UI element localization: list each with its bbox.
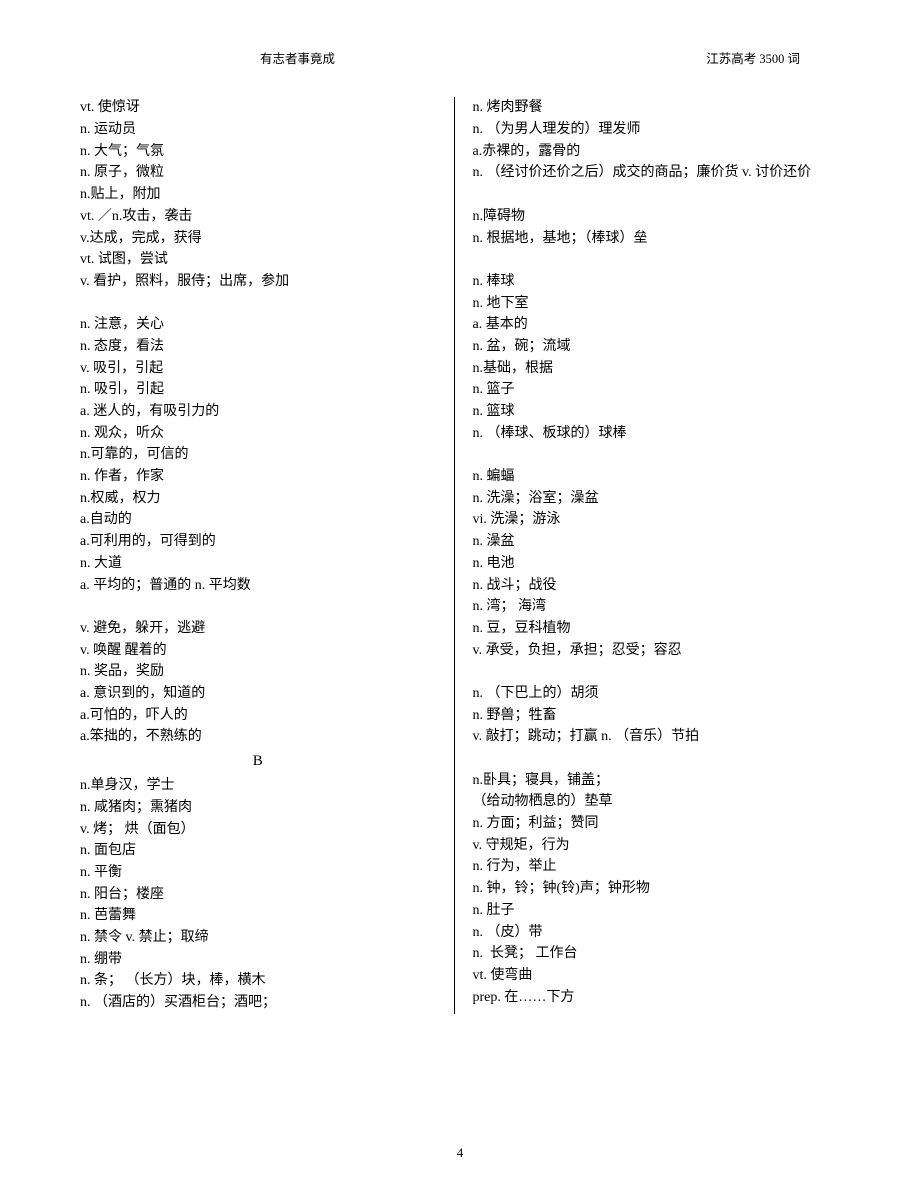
vocab-entry: v. 烤； 烘（面包） [80,819,436,841]
vocab-entry: n. 禁令 v. 禁止；取缔 [80,927,436,949]
vocab-entry: n. 方面；利益；赞同 [473,813,829,835]
vocab-entry: n. 蝙蝠 [473,466,829,488]
vocab-entry: a.自动的 [80,509,436,531]
page-header: 有志者事竟成 江苏高考 3500 词 [80,50,840,69]
vocab-entry: n. 绷带 [80,949,436,971]
vocab-entry: n. 观众，听众 [80,423,436,445]
vocab-entry: n.基础，根据 [473,358,829,380]
vocab-entry: n. 行为，举止 [473,856,829,878]
vocab-entry: a. 基本的 [473,314,829,336]
blank-line [473,748,829,770]
vocab-entry: n. 根据地，基地；（棒球）垒 [473,228,829,250]
vocab-entry: n. 吸引，引起 [80,379,436,401]
vocab-entry: n. 烤肉野餐 [473,97,829,119]
vocab-entry: v. 吸引，引起 [80,358,436,380]
vocab-entry: n. 态度，看法 [80,336,436,358]
page-number: 4 [457,1143,464,1163]
vocab-entry: v. 承受，负担，承担；忍受；容忍 [473,640,829,662]
vocab-entry: n. （酒店的）买酒柜台；酒吧； [80,992,436,1014]
vocab-entry: n. 平衡 [80,862,436,884]
vocab-entry: n. 篮子 [473,379,829,401]
vocab-entry: n. （皮）带 [473,922,829,944]
vocab-entry: a.笨拙的，不熟练的 [80,726,436,748]
vocab-entry: a.赤裸的，露骨的 [473,141,829,163]
vocab-entry: n.障碍物 [473,206,829,228]
vocab-entry: vt. 试图，尝试 [80,249,436,271]
vocab-entry: n. （经讨价还价之后）成交的商品；廉价货 v. 讨价还价 [473,162,829,184]
content-columns: vt. 使惊讶n. 运动员n. 大气；气氛n. 原子，微粒n.贴上，附加vt. … [80,97,840,1013]
vocab-entry: n. 钟，铃；钟(铃)声；钟形物 [473,878,829,900]
vocab-entry: v. 看护，照料，服侍；出席，参加 [80,271,436,293]
right-column: n. 烤肉野餐n. （为男人理发的）理发师a.赤裸的，露骨的n. （经讨价还价之… [455,97,841,1013]
vocab-entry: vt. ／n.攻击，袭击 [80,206,436,228]
vocab-entry: n. 大道 [80,553,436,575]
vocab-entry: n. 电池 [473,553,829,575]
vocab-entry: vt. 使惊讶 [80,97,436,119]
vocab-entry: n. 盆，碗；流域 [473,336,829,358]
vocab-entry: a. 迷人的，有吸引力的 [80,401,436,423]
vocab-entry: n. 注意，关心 [80,314,436,336]
vocab-entry: n. 豆，豆科植物 [473,618,829,640]
vocab-entry: n. 地下室 [473,293,829,315]
vocab-entry: n. （棒球、板球的）球棒 [473,423,829,445]
vocab-entry: n. 咸猪肉；熏猪肉 [80,797,436,819]
left-column: vt. 使惊讶n. 运动员n. 大气；气氛n. 原子，微粒n.贴上，附加vt. … [80,97,455,1013]
vocab-entry: n. 面包店 [80,840,436,862]
vocab-entry: n. 篮球 [473,401,829,423]
vocab-entry: n. 作者，作家 [80,466,436,488]
blank-line [473,661,829,683]
vocab-entry: vt. 使弯曲 [473,965,829,987]
vocab-entry: n.卧具；寝具，铺盖； [473,770,829,792]
vocab-entry: a.可怕的，吓人的 [80,705,436,727]
vocab-entry: prep. 在……下方 [473,987,829,1009]
vocab-entry: a.可利用的，可得到的 [80,531,436,553]
blank-line [473,184,829,206]
vocab-entry: n. 战斗；战役 [473,575,829,597]
header-right: 江苏高考 3500 词 [706,50,800,69]
vocab-entry: v. 守规矩，行为 [473,835,829,857]
vocab-entry: a. 平均的；普通的 n. 平均数 [80,575,436,597]
vocab-entry: n. 棒球 [473,271,829,293]
vocab-entry: n. 长凳； 工作台 [473,943,829,965]
vocab-entry: n. （为男人理发的）理发师 [473,119,829,141]
vocab-entry: v. 避免，躲开，逃避 [80,618,436,640]
vocab-entry: v. 敲打；跳动；打赢 n. （音乐）节拍 [473,726,829,748]
vocab-entry: n. 原子，微粒 [80,162,436,184]
vocab-entry: n. 肚子 [473,900,829,922]
vocab-entry: n.权威，权力 [80,488,436,510]
header-left: 有志者事竟成 [260,50,335,69]
blank-line [80,596,436,618]
blank-line [473,444,829,466]
blank-line [80,293,436,315]
vocab-entry: n. 芭蕾舞 [80,905,436,927]
vocab-entry: n. 野兽；牲畜 [473,705,829,727]
vocab-entry: n. 澡盆 [473,531,829,553]
vocab-entry: vi. 洗澡；游泳 [473,509,829,531]
vocab-entry: n. 大气；气氛 [80,141,436,163]
vocab-entry: n. 阳台；楼座 [80,884,436,906]
vocab-entry: n.单身汉，学士 [80,775,436,797]
vocab-entry: n.贴上，附加 [80,184,436,206]
vocab-entry: n.可靠的，可信的 [80,444,436,466]
blank-line [473,249,829,271]
vocab-entry: n. 条； （长方）块，棒，横木 [80,970,436,992]
vocab-entry: v.达成，完成，获得 [80,228,436,250]
vocab-entry: n. 洗澡；浴室；澡盆 [473,488,829,510]
vocab-entry: n. 湾； 海湾 [473,596,829,618]
vocab-entry: （给动物栖息的）垫草 [473,791,829,813]
vocab-entry: a. 意识到的，知道的 [80,683,436,705]
vocab-entry: n. （下巴上的）胡须 [473,683,829,705]
vocab-entry: n. 奖品，奖励 [80,661,436,683]
section-letter: B [80,750,436,773]
vocab-entry: v. 唤醒 醒着的 [80,640,436,662]
vocab-entry: n. 运动员 [80,119,436,141]
